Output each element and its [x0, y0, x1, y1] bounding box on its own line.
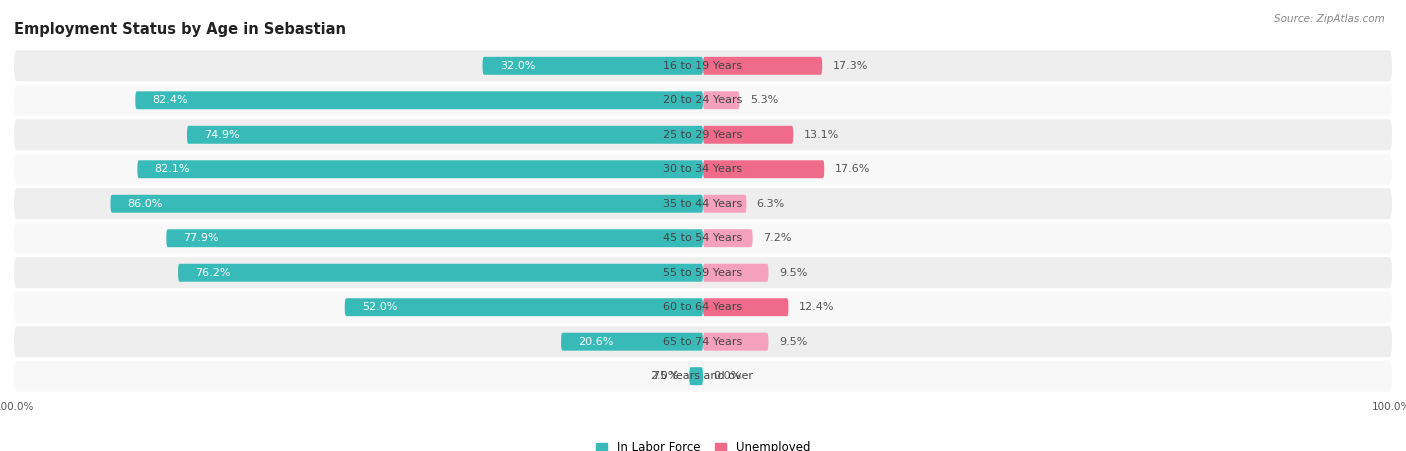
Text: 9.5%: 9.5%	[779, 268, 807, 278]
FancyBboxPatch shape	[14, 119, 1392, 150]
Text: 35 to 44 Years: 35 to 44 Years	[664, 199, 742, 209]
FancyBboxPatch shape	[703, 298, 789, 316]
Text: Employment Status by Age in Sebastian: Employment Status by Age in Sebastian	[14, 22, 346, 37]
Text: 86.0%: 86.0%	[128, 199, 163, 209]
FancyBboxPatch shape	[703, 229, 752, 247]
FancyBboxPatch shape	[703, 333, 769, 351]
Text: 32.0%: 32.0%	[499, 61, 536, 71]
Text: 13.1%: 13.1%	[804, 130, 839, 140]
Text: 2.0%: 2.0%	[651, 371, 679, 381]
FancyBboxPatch shape	[703, 91, 740, 109]
Text: 55 to 59 Years: 55 to 59 Years	[664, 268, 742, 278]
Text: 52.0%: 52.0%	[361, 302, 398, 312]
Text: 82.4%: 82.4%	[152, 95, 188, 105]
FancyBboxPatch shape	[111, 195, 703, 213]
FancyBboxPatch shape	[14, 85, 1392, 116]
FancyBboxPatch shape	[689, 367, 703, 385]
FancyBboxPatch shape	[703, 160, 824, 178]
Text: 9.5%: 9.5%	[779, 337, 807, 347]
Text: 77.9%: 77.9%	[184, 233, 219, 243]
Text: 45 to 54 Years: 45 to 54 Years	[664, 233, 742, 243]
FancyBboxPatch shape	[14, 361, 1392, 392]
Text: 60 to 64 Years: 60 to 64 Years	[664, 302, 742, 312]
Text: 12.4%: 12.4%	[799, 302, 834, 312]
Text: 74.9%: 74.9%	[204, 130, 240, 140]
Text: 20 to 24 Years: 20 to 24 Years	[664, 95, 742, 105]
FancyBboxPatch shape	[135, 91, 703, 109]
FancyBboxPatch shape	[14, 154, 1392, 185]
FancyBboxPatch shape	[482, 57, 703, 75]
Text: 30 to 34 Years: 30 to 34 Years	[664, 164, 742, 174]
FancyBboxPatch shape	[166, 229, 703, 247]
FancyBboxPatch shape	[14, 223, 1392, 254]
FancyBboxPatch shape	[344, 298, 703, 316]
Text: 82.1%: 82.1%	[155, 164, 190, 174]
Text: 20.6%: 20.6%	[578, 337, 613, 347]
Text: 17.3%: 17.3%	[832, 61, 868, 71]
Text: Source: ZipAtlas.com: Source: ZipAtlas.com	[1274, 14, 1385, 23]
Text: 17.6%: 17.6%	[835, 164, 870, 174]
FancyBboxPatch shape	[14, 188, 1392, 219]
FancyBboxPatch shape	[703, 264, 769, 282]
FancyBboxPatch shape	[14, 326, 1392, 357]
Text: 5.3%: 5.3%	[749, 95, 778, 105]
FancyBboxPatch shape	[138, 160, 703, 178]
Text: 76.2%: 76.2%	[195, 268, 231, 278]
Legend: In Labor Force, Unemployed: In Labor Force, Unemployed	[596, 441, 810, 451]
FancyBboxPatch shape	[14, 50, 1392, 81]
FancyBboxPatch shape	[14, 292, 1392, 323]
Text: 6.3%: 6.3%	[756, 199, 785, 209]
Text: 0.0%: 0.0%	[713, 371, 741, 381]
Text: 7.2%: 7.2%	[763, 233, 792, 243]
Text: 16 to 19 Years: 16 to 19 Years	[664, 61, 742, 71]
FancyBboxPatch shape	[14, 257, 1392, 288]
FancyBboxPatch shape	[561, 333, 703, 351]
Text: 75 Years and over: 75 Years and over	[652, 371, 754, 381]
FancyBboxPatch shape	[187, 126, 703, 144]
FancyBboxPatch shape	[179, 264, 703, 282]
FancyBboxPatch shape	[703, 57, 823, 75]
Text: 65 to 74 Years: 65 to 74 Years	[664, 337, 742, 347]
FancyBboxPatch shape	[703, 126, 793, 144]
FancyBboxPatch shape	[703, 195, 747, 213]
Text: 25 to 29 Years: 25 to 29 Years	[664, 130, 742, 140]
